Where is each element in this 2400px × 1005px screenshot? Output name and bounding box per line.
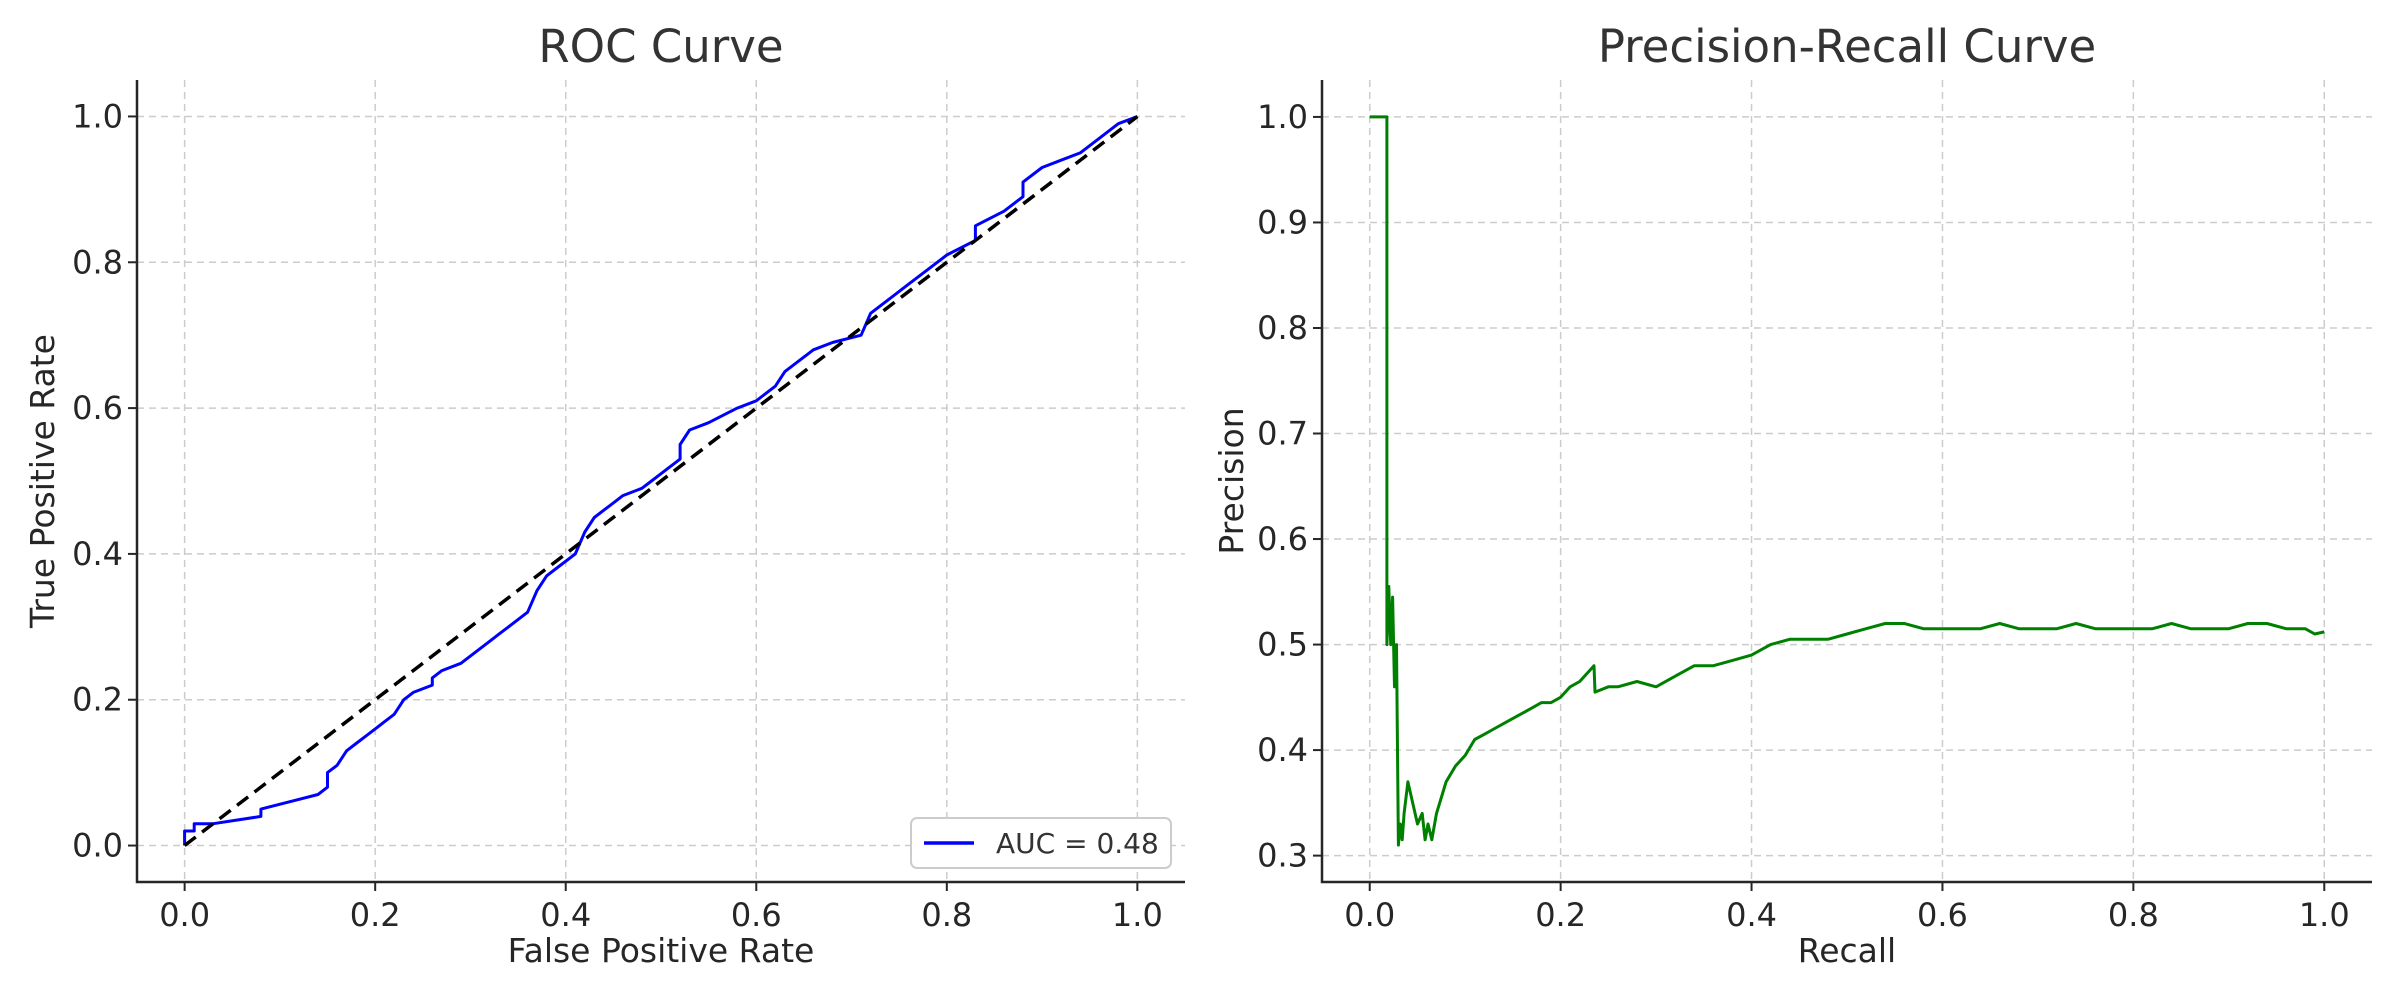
roc-y-tick-label: 0.6 [72, 389, 123, 427]
pr-x-tick-label: 0.2 [1535, 896, 1586, 934]
pr-x-tick-label: 1.0 [2299, 896, 2350, 934]
roc-y-axis-label: True Positive Rate [23, 334, 62, 629]
pr-axes-spines [1320, 80, 2372, 884]
roc-series [183, 115, 1139, 847]
pr-x-tick-label: 0.0 [1344, 896, 1395, 934]
pr-title: Precision-Recall Curve [1598, 20, 2096, 73]
pr-panel: 0.0 0.2 0.4 0.6 0.8 1.0 0.3 0.4 0.5 0.6 0.7 0.8 0.9 1… [1212, 20, 2372, 970]
pr-curve-line [1369, 115, 2325, 847]
roc-x-tick-label: 0.8 [921, 896, 972, 934]
roc-legend-label: AUC = 0.48 [996, 827, 1159, 860]
roc-grid [137, 80, 1185, 882]
pr-x-tick-label: 0.8 [2108, 896, 2159, 934]
pr-y-tick-label: 0.9 [1257, 203, 1308, 241]
pr-y-tick-label: 0.7 [1257, 415, 1308, 453]
pr-y-tick-label: 1.0 [1257, 98, 1308, 136]
pr-x-tick-label: 0.6 [1917, 896, 1968, 934]
pr-grid [1322, 80, 2372, 882]
roc-axes-spines [135, 80, 1185, 884]
roc-y-tick-label: 0.0 [72, 827, 123, 865]
pr-y-axis-label: Precision [1212, 407, 1251, 554]
roc-x-tick-label: 0.0 [159, 896, 210, 934]
roc-y-tick-label: 1.0 [72, 97, 123, 135]
roc-title: ROC Curve [538, 20, 783, 73]
roc-curve-line [183, 115, 1138, 846]
roc-legend: AUC = 0.48 [910, 817, 1172, 869]
roc-x-tick-label: 0.4 [540, 896, 591, 934]
roc-y-tick-label: 0.2 [72, 681, 123, 719]
pr-x-tick-label: 0.4 [1726, 896, 1777, 934]
roc-y-tick-label: 0.4 [72, 535, 123, 573]
roc-x-tick-label: 0.2 [350, 896, 401, 934]
pr-y-tick-label: 0.5 [1257, 626, 1308, 664]
roc-panel: 0.0 0.2 0.4 0.6 0.8 1.0 0.0 0.2 0.4 0.6 0.8 1.0 ROC… [23, 20, 1185, 970]
roc-x-axis-label: False Positive Rate [508, 931, 815, 970]
roc-x-tick-label: 1.0 [1112, 896, 1163, 934]
pr-y-tick-label: 0.3 [1257, 837, 1308, 875]
roc-chance-line [183, 115, 1139, 847]
roc-y-tick-label: 0.8 [72, 243, 123, 281]
pr-x-axis-label: Recall [1798, 931, 1896, 970]
roc-x-tick-label: 0.6 [731, 896, 782, 934]
pr-y-tick-label: 0.4 [1257, 731, 1308, 769]
pr-y-tick-label: 0.8 [1257, 309, 1308, 347]
pr-ticks: 0.0 0.2 0.4 0.6 0.8 1.0 0.3 0.4 0.5 0.6 0.7 0.8 0.9 1… [1257, 98, 2350, 934]
pr-series [1369, 115, 2325, 847]
pr-y-tick-label: 0.6 [1257, 520, 1308, 558]
roc-ticks: 0.0 0.2 0.4 0.6 0.8 1.0 0.0 0.2 0.4 0.6 0.8 1.0 [72, 97, 1163, 934]
roc-legend-box [910, 817, 1172, 869]
